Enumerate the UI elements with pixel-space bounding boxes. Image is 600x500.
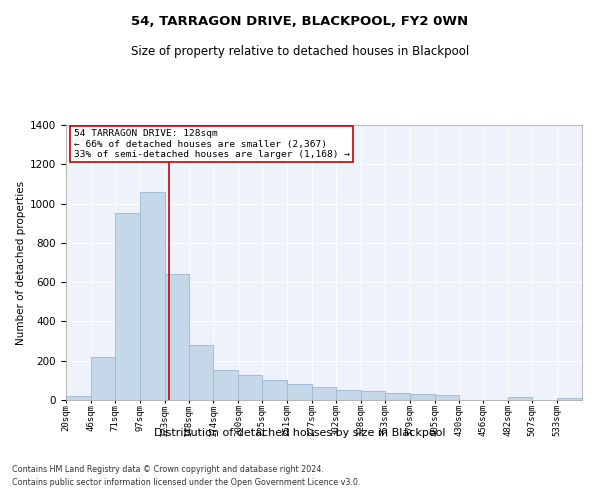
Bar	[238, 376, 262, 400]
Bar	[262, 380, 287, 400]
Bar	[508, 397, 532, 400]
Bar	[188, 345, 214, 400]
Text: 54 TARRAGON DRIVE: 128sqm
← 66% of detached houses are smaller (2,367)
33% of se: 54 TARRAGON DRIVE: 128sqm ← 66% of detac…	[74, 129, 350, 159]
Text: 54, TARRAGON DRIVE, BLACKPOOL, FY2 0WN: 54, TARRAGON DRIVE, BLACKPOOL, FY2 0WN	[131, 15, 469, 28]
Bar	[287, 384, 312, 400]
Bar	[115, 214, 140, 400]
Bar	[385, 392, 410, 400]
Bar	[140, 192, 164, 400]
Y-axis label: Number of detached properties: Number of detached properties	[16, 180, 26, 344]
Bar	[336, 390, 361, 400]
Text: Size of property relative to detached houses in Blackpool: Size of property relative to detached ho…	[131, 45, 469, 58]
Bar	[91, 357, 115, 400]
Bar	[410, 394, 434, 400]
Bar	[312, 387, 336, 400]
Bar	[164, 274, 188, 400]
Bar	[434, 394, 458, 400]
Text: Contains public sector information licensed under the Open Government Licence v3: Contains public sector information licen…	[12, 478, 361, 487]
Bar	[66, 396, 91, 400]
Bar	[214, 370, 238, 400]
Bar	[557, 398, 582, 400]
Text: Contains HM Land Registry data © Crown copyright and database right 2024.: Contains HM Land Registry data © Crown c…	[12, 466, 324, 474]
Text: Distribution of detached houses by size in Blackpool: Distribution of detached houses by size …	[154, 428, 446, 438]
Bar	[361, 391, 385, 400]
